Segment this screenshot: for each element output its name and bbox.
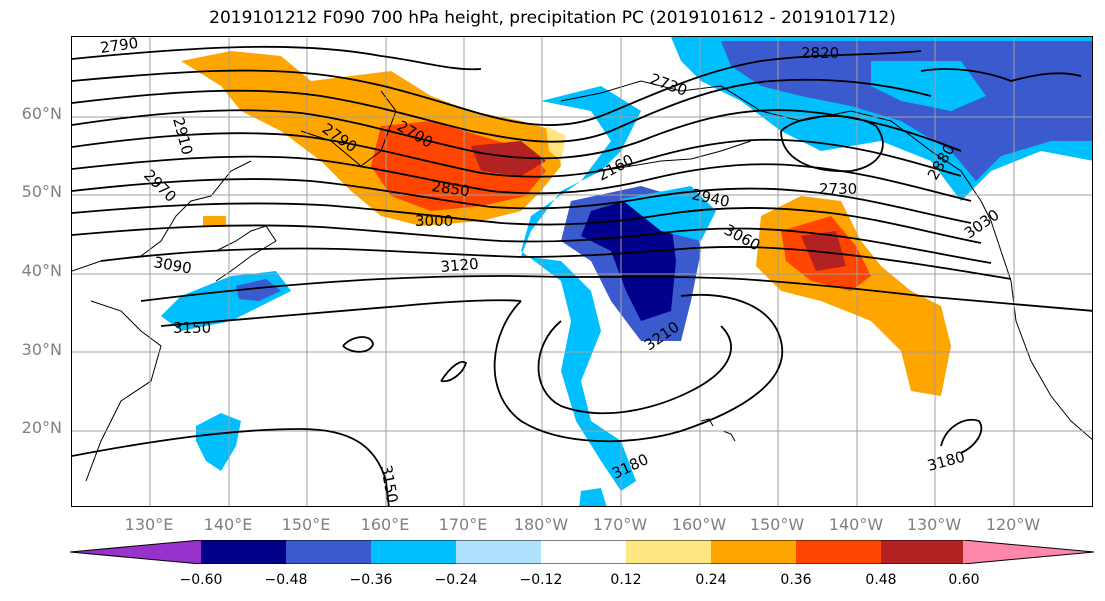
lon-label-130w: 130°W xyxy=(906,515,962,534)
lon-label-130e: 130°E xyxy=(124,515,174,534)
contour-line xyxy=(100,246,1012,280)
shade-neg-pale-ne xyxy=(871,61,986,111)
lon-label-180w: 180°W xyxy=(513,515,569,534)
contour-label: 3180 xyxy=(925,448,967,475)
colorbar-segment xyxy=(371,540,456,564)
contour-line xyxy=(72,224,992,264)
precip-shading xyxy=(161,37,1092,506)
lon-label-120w: 120°W xyxy=(985,515,1041,534)
contour-label: 2730 xyxy=(819,180,857,198)
shade-pos-mid-small xyxy=(203,216,226,227)
contour-line xyxy=(342,336,374,353)
shade-pos-pale-nw xyxy=(546,126,566,161)
contour-line xyxy=(72,155,972,202)
lon-label-160w: 160°W xyxy=(671,515,727,534)
shade-pos-max-nw xyxy=(471,141,546,176)
colorbar-tick: −0.48 xyxy=(264,572,308,588)
contour-label: 3060 xyxy=(721,221,763,255)
colorbar-tick: −0.36 xyxy=(349,572,393,588)
contour-label: 3000 xyxy=(415,212,453,230)
contour-line xyxy=(160,299,522,327)
map-frame: 2790 2820 2730 2910 2790 2700 2850 2970 … xyxy=(71,36,1093,507)
contour-line xyxy=(940,418,983,454)
colorbar-tick: −0.24 xyxy=(434,572,478,588)
contour-line xyxy=(140,275,1092,312)
contour-label: 3150 xyxy=(377,464,401,505)
map-canvas: 2790 2820 2730 2910 2790 2700 2850 2970 … xyxy=(72,37,1092,506)
coast-na-west xyxy=(980,200,1092,440)
contour-label: 2850 xyxy=(430,177,470,200)
lon-label-150w: 150°W xyxy=(749,515,805,534)
coast-aleutians xyxy=(600,140,752,172)
colorbar-tick: −0.12 xyxy=(519,572,563,588)
colorbar-segment xyxy=(541,540,626,564)
contour-line xyxy=(920,68,1082,82)
lat-label-30: 30°N xyxy=(21,340,62,359)
contour-line xyxy=(72,109,962,160)
shade-neg-light-south xyxy=(196,413,241,471)
lat-label-20: 20°N xyxy=(21,418,62,437)
shade-neg-light-center xyxy=(521,86,641,491)
coast-japan xyxy=(215,225,277,282)
colorbar-segment xyxy=(963,540,1094,564)
shade-neg-strong-center xyxy=(581,196,676,321)
contour-label: 2790 xyxy=(99,37,139,57)
contour-line xyxy=(72,45,482,71)
colorbar-tick: 0.60 xyxy=(948,572,980,588)
contour-label: 2970 xyxy=(140,166,180,206)
contour-label: 3150 xyxy=(173,319,211,337)
colorbar-segment xyxy=(286,540,371,564)
contour-line xyxy=(537,320,732,415)
map-title: 2019101212 F090 700 hPa height, precipit… xyxy=(209,8,896,28)
lat-label-40: 40°N xyxy=(21,261,62,280)
colorbar-segment xyxy=(456,540,541,564)
shade-neg-light-bottom xyxy=(579,488,607,506)
lon-label-170e: 170°E xyxy=(438,515,488,534)
graticule xyxy=(72,37,1092,506)
colorbar-tick: −0.60 xyxy=(179,572,223,588)
colorbar-tick: 0.48 xyxy=(865,572,897,588)
contour-label: 2820 xyxy=(801,44,839,62)
contour-label: 2730 xyxy=(648,70,690,100)
shade-pos-max-east xyxy=(801,231,846,271)
colorbar-segment xyxy=(70,540,201,564)
contour-line xyxy=(780,115,884,173)
coast-alaska xyxy=(560,80,982,202)
lat-label-60: 60°N xyxy=(21,104,62,123)
lon-label-160e: 160°E xyxy=(360,515,410,534)
colorbar-segment xyxy=(201,540,286,564)
shade-neg-mid-west xyxy=(236,279,281,301)
contour-line xyxy=(72,428,390,506)
contour-line xyxy=(72,50,922,126)
colorbar-segment xyxy=(796,540,881,564)
colorbar-tick: 0.36 xyxy=(780,572,812,588)
colorbar-segment xyxy=(626,540,711,564)
contour-line xyxy=(72,132,962,178)
contour-label: 3120 xyxy=(440,255,480,276)
colorbar-tick: 0.12 xyxy=(610,572,642,588)
colorbar-segment xyxy=(881,540,963,564)
height-contours xyxy=(72,45,1092,506)
contour-line xyxy=(440,361,468,383)
contour-line xyxy=(493,293,784,443)
colorbar-tick: 0.24 xyxy=(695,572,727,588)
lon-label-150e: 150°E xyxy=(281,515,331,534)
colorbar-segment xyxy=(711,540,796,564)
lon-label-170w: 170°W xyxy=(592,515,648,534)
contour-line xyxy=(72,178,972,224)
contour-line xyxy=(72,78,932,143)
colorbar xyxy=(70,540,1094,564)
contour-line xyxy=(72,202,982,244)
coast-hawaii xyxy=(700,418,736,442)
lon-label-140e: 140°E xyxy=(203,515,253,534)
lon-label-140w: 140°W xyxy=(828,515,884,534)
lat-label-50: 50°N xyxy=(21,182,62,201)
